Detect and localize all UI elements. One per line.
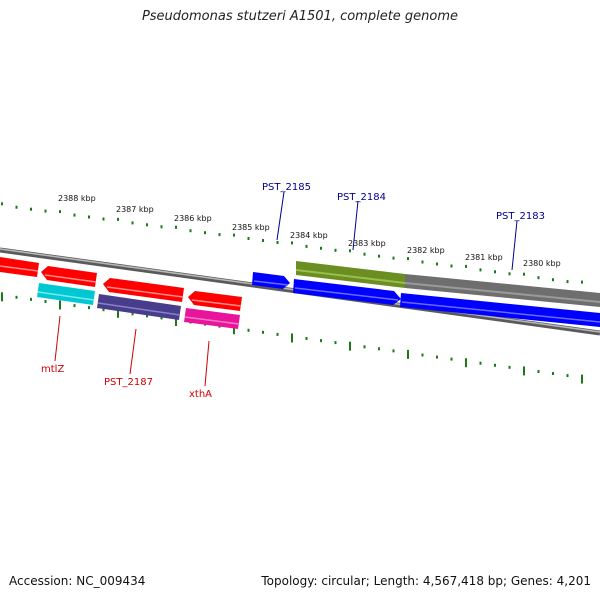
ruler-label: 2388 kbp [58,194,96,203]
feature-label-PST_2183[interactable]: PST_2183 [496,211,545,222]
gene-xthA[interactable] [184,308,240,329]
gene-highlight [294,287,399,301]
ruler-label: 2386 kbp [174,214,212,223]
callout-line [352,200,359,251]
gene-highlight [106,286,184,298]
category-genes [37,283,240,329]
accession-label: Accession: NC_009434 [9,574,146,588]
gene-highlight [401,301,600,323]
inner-tick-ring [1,292,583,384]
gene-PST_2187[interactable] [97,294,181,320]
feature-label-PST_2184[interactable]: PST_2184 [337,192,386,203]
callout-line [54,315,61,362]
callout-line [511,220,518,271]
gene-highlight [37,291,95,301]
ruler-label: 2382 kbp [407,246,445,255]
ruler-label: 2385 kbp [232,223,270,232]
gene-PST_2184[interactable] [293,279,401,305]
gene-highlight [97,302,181,316]
callout-line [204,340,210,387]
gene-red[interactable] [103,278,184,302]
gene-mtlZ[interactable] [37,283,95,305]
ruler-label: 2381 kbp [465,253,503,262]
ruler-label: 2380 kbp [523,259,561,268]
ruler-label: 2387 kbp [116,205,154,214]
callout-lines [54,191,518,387]
gene-PST_2183[interactable] [400,293,600,327]
gene-red[interactable] [41,266,97,287]
feature-label-PST_2187[interactable]: PST_2187 [104,377,153,388]
gene-highlight [44,274,97,283]
hit-band-green [296,261,405,288]
gene-red[interactable] [188,291,242,311]
hit-band [296,261,600,307]
page-title: Pseudomonas stutzeri A1501, complete gen… [141,9,459,24]
topology-summary: Topology: circular; Length: 4,567,418 bp… [261,574,591,588]
callout-line [129,328,137,375]
hit-band-gray [405,274,600,307]
gene-highlight [0,265,39,272]
feature-label-xthA[interactable]: xthA [189,389,212,400]
reverse-genes [0,257,242,311]
gene-red[interactable] [0,257,39,277]
hit-band-gray-highlight [405,282,600,303]
feature-label-mtlZ[interactable]: mtlZ [41,364,64,375]
gene-highlight [253,280,289,286]
ruler-label: 2384 kbp [290,231,328,240]
outer-tick-ring [1,202,583,284]
gene-highlight [191,299,242,307]
forward-genes [252,272,600,327]
hit-band-green-highlight [296,269,405,284]
ruler-label: 2383 kbp [348,239,386,248]
gene-highlight [184,316,240,325]
feature-label-PST_2185[interactable]: PST_2185 [262,182,311,193]
callout-line [276,191,285,241]
